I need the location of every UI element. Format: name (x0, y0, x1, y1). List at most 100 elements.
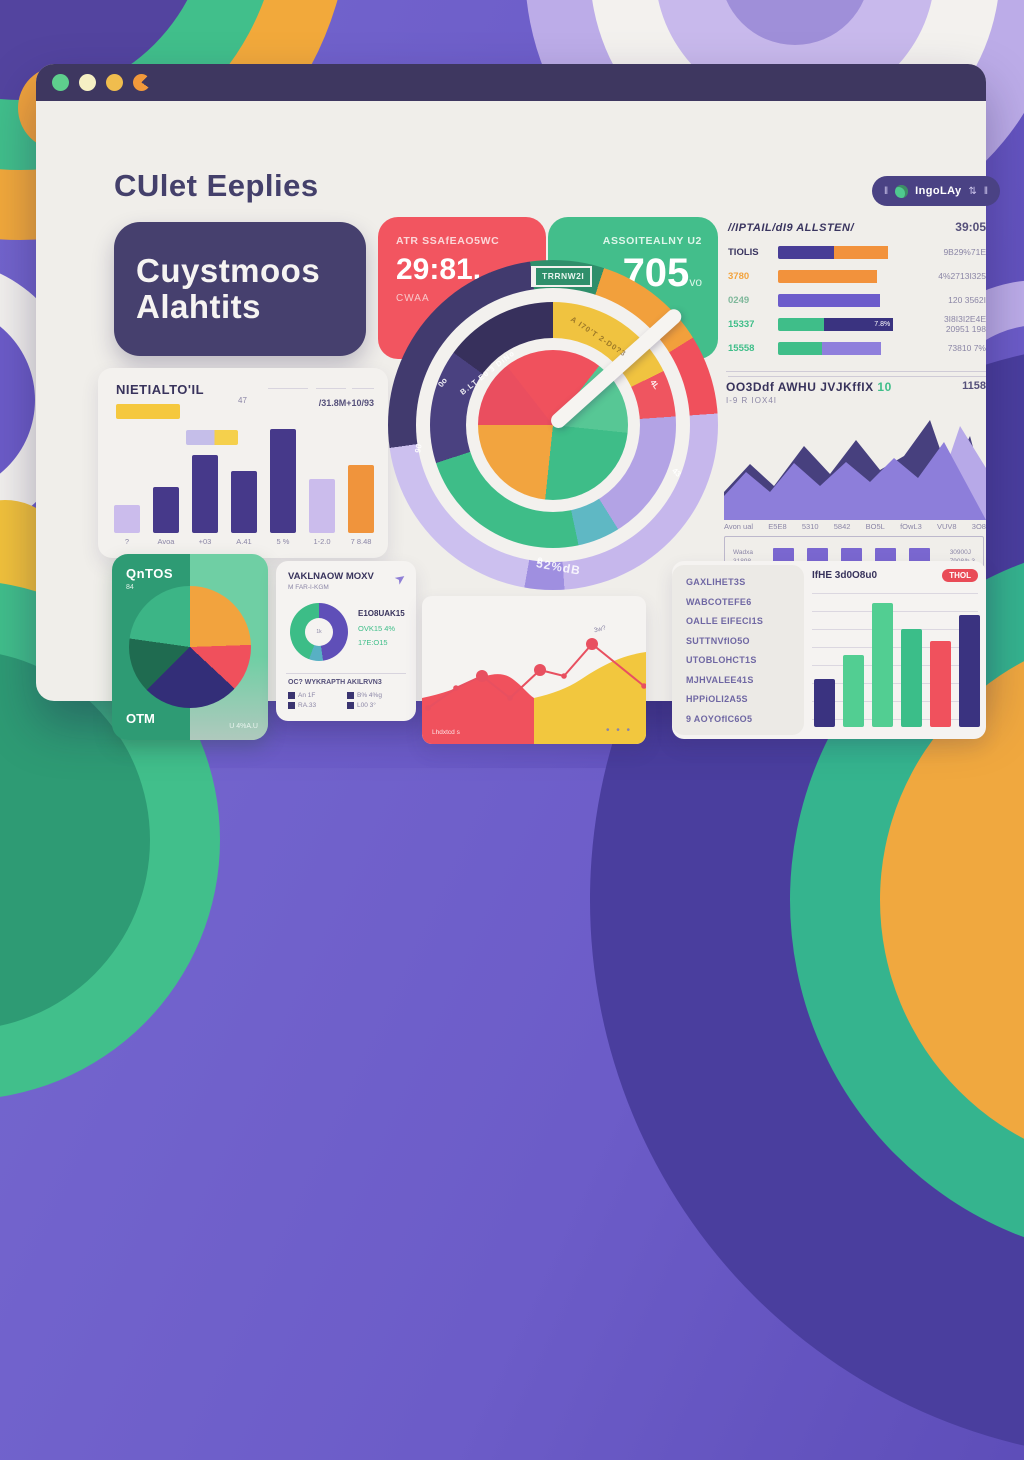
gridline (812, 593, 978, 594)
donut-legend: An 1F B% 4%g RA.33 L00 3° (288, 692, 406, 709)
list-item[interactable]: OALLE EIFECI1S (686, 616, 764, 626)
divider (352, 388, 374, 389)
area-chart-value: 1158 (962, 380, 986, 392)
line-chart-card: 3w? Lhdxtcd s • • • (422, 596, 646, 744)
bar-group (959, 615, 980, 727)
bar-label: 5 % (276, 537, 290, 546)
divider (316, 388, 346, 389)
bar[interactable] (231, 471, 257, 533)
area-chart-title: OO3Ddf AWHU JVJKffIX 10 (726, 380, 892, 394)
stats-panel-total: 39:05 (955, 220, 986, 234)
legend-label: An 1F (298, 692, 316, 699)
bar[interactable] (309, 479, 335, 533)
bar-group: 1-2.0 (309, 479, 335, 546)
data-point[interactable] (534, 664, 546, 676)
bar-group (872, 603, 893, 727)
stats-rows: TIOLIS 9B29%71E 3780 4%2713I325 0249 120 3562… (728, 240, 986, 360)
list-item[interactable]: WABCOTEFE6 (686, 596, 752, 607)
stats-bar-segment (822, 341, 882, 355)
data-point[interactable] (641, 683, 646, 689)
list-item[interactable]: MJHVALEE41S (686, 674, 754, 685)
bar[interactable] (930, 641, 951, 727)
legend-item: B% 4%g (347, 692, 406, 699)
hero-line2: Alahtits (136, 288, 262, 325)
area-chart-subtitle: I-9 R IOX4I (726, 396, 778, 405)
stats-row[interactable]: 15337 7.8% 3I8I3I2E4E 20951 198 (728, 312, 986, 336)
stats-bar-segment (778, 317, 824, 331)
stats-bar-segment (778, 293, 880, 307)
bar-panel-title: IfHE 3d0O8u0 (812, 570, 878, 581)
list-item[interactable]: 9 AOYOfIC6O5 (686, 713, 753, 724)
data-point[interactable] (561, 673, 567, 679)
stats-bar (778, 245, 912, 259)
stats-row[interactable]: TIOLIS 9B29%71E (728, 240, 986, 264)
legend-chip-yellow (116, 404, 180, 419)
bar-group (930, 641, 951, 727)
list-item[interactable]: SUTTNVflO5O (686, 635, 750, 646)
legend-swatch (288, 702, 295, 709)
stats-row-value: 4%2713I325 (938, 270, 986, 281)
chart-superscript: 47 (238, 396, 247, 405)
minimize-button[interactable] (79, 74, 96, 91)
stats-row[interactable]: 15558 73810 7% (728, 336, 986, 360)
data-point[interactable] (507, 695, 513, 701)
donut-stat-line: E1O8UAK15 (358, 609, 405, 618)
data-point[interactable] (586, 638, 598, 650)
close-button[interactable] (52, 74, 69, 91)
bar[interactable] (270, 429, 296, 533)
list-item[interactable]: HPPiOLI2A5S (686, 694, 748, 704)
app-window: CUlet Eeplies ‖ IngoLAy ⇅ ‖ Cuystmoos Al… (36, 64, 1001, 744)
legend-label: RA.33 (298, 702, 317, 709)
bar[interactable] (114, 505, 140, 533)
bar-group: ? (114, 505, 140, 546)
area-chart[interactable] (724, 408, 986, 520)
gauge-chart[interactable]: TRRNW2I 52%dB B.LT E0'3 DiNo A I70'T 2-D… (388, 260, 718, 590)
header-pill-button[interactable]: ‖ IngoLAy ⇅ ‖ (872, 176, 1001, 206)
line-chart[interactable] (422, 596, 646, 744)
bar[interactable] (959, 615, 980, 727)
status-dot-icon (895, 184, 909, 198)
bar-label: 1-2.0 (313, 537, 331, 546)
stats-row[interactable]: 0249 120 3562I (728, 288, 986, 312)
bar[interactable] (348, 465, 374, 533)
bar-group (814, 679, 835, 727)
x-axis-label: fOwL3 (900, 522, 922, 531)
data-point[interactable] (425, 705, 431, 711)
bar-chart-panel: IfHE 3d0O8u0 THOL (812, 569, 980, 731)
list-item[interactable]: UTOBLOHCT1S (686, 655, 757, 665)
bar[interactable] (153, 487, 179, 533)
stats-row-value: 120 3562I (948, 294, 986, 305)
pie-chart[interactable] (129, 586, 251, 708)
divider (728, 376, 986, 377)
bar-label: +03 (198, 537, 212, 546)
more-dots-icon[interactable]: • • • (605, 725, 632, 736)
bar[interactable] (192, 455, 218, 533)
area-layer (724, 442, 986, 520)
x-axis-label: 3O8 (971, 522, 986, 531)
legend-swatch (347, 692, 354, 699)
maximize-button[interactable] (106, 74, 123, 91)
stats-bar-segment (778, 341, 823, 355)
stats-row-label: 3780 (728, 270, 750, 282)
bar-chart-card: NIETIALTO'IL 47 /31.8M+10/93 ? Avoa +03 A.4… (98, 368, 388, 558)
status-badge[interactable]: THOL (942, 569, 978, 582)
list-item[interactable]: GAXLIHET3S (686, 577, 746, 587)
stats-bar-segment (778, 269, 878, 283)
bar[interactable] (843, 655, 864, 727)
gauge-tick-label: 8 (537, 555, 543, 566)
stats-row[interactable]: 3780 4%2713I325 (728, 264, 986, 288)
bar[interactable] (814, 679, 835, 727)
legend-item: L00 3° (347, 702, 406, 709)
stats-bar (778, 293, 912, 307)
bar-label: 7 8.48 (350, 537, 372, 546)
bar-group: 7 8.48 (348, 465, 374, 546)
bar[interactable] (872, 603, 893, 727)
legend-swatch (288, 692, 295, 699)
bar-group: 5 % (270, 429, 296, 546)
data-point[interactable] (476, 670, 488, 682)
line-chart-footer: Lhdxtcd s (432, 729, 460, 736)
bar[interactable] (901, 629, 922, 727)
data-point[interactable] (453, 685, 459, 691)
stat-label: ASSOITEALNY U2 (602, 235, 702, 247)
stats-bar-segment: 7.8% (823, 317, 894, 331)
